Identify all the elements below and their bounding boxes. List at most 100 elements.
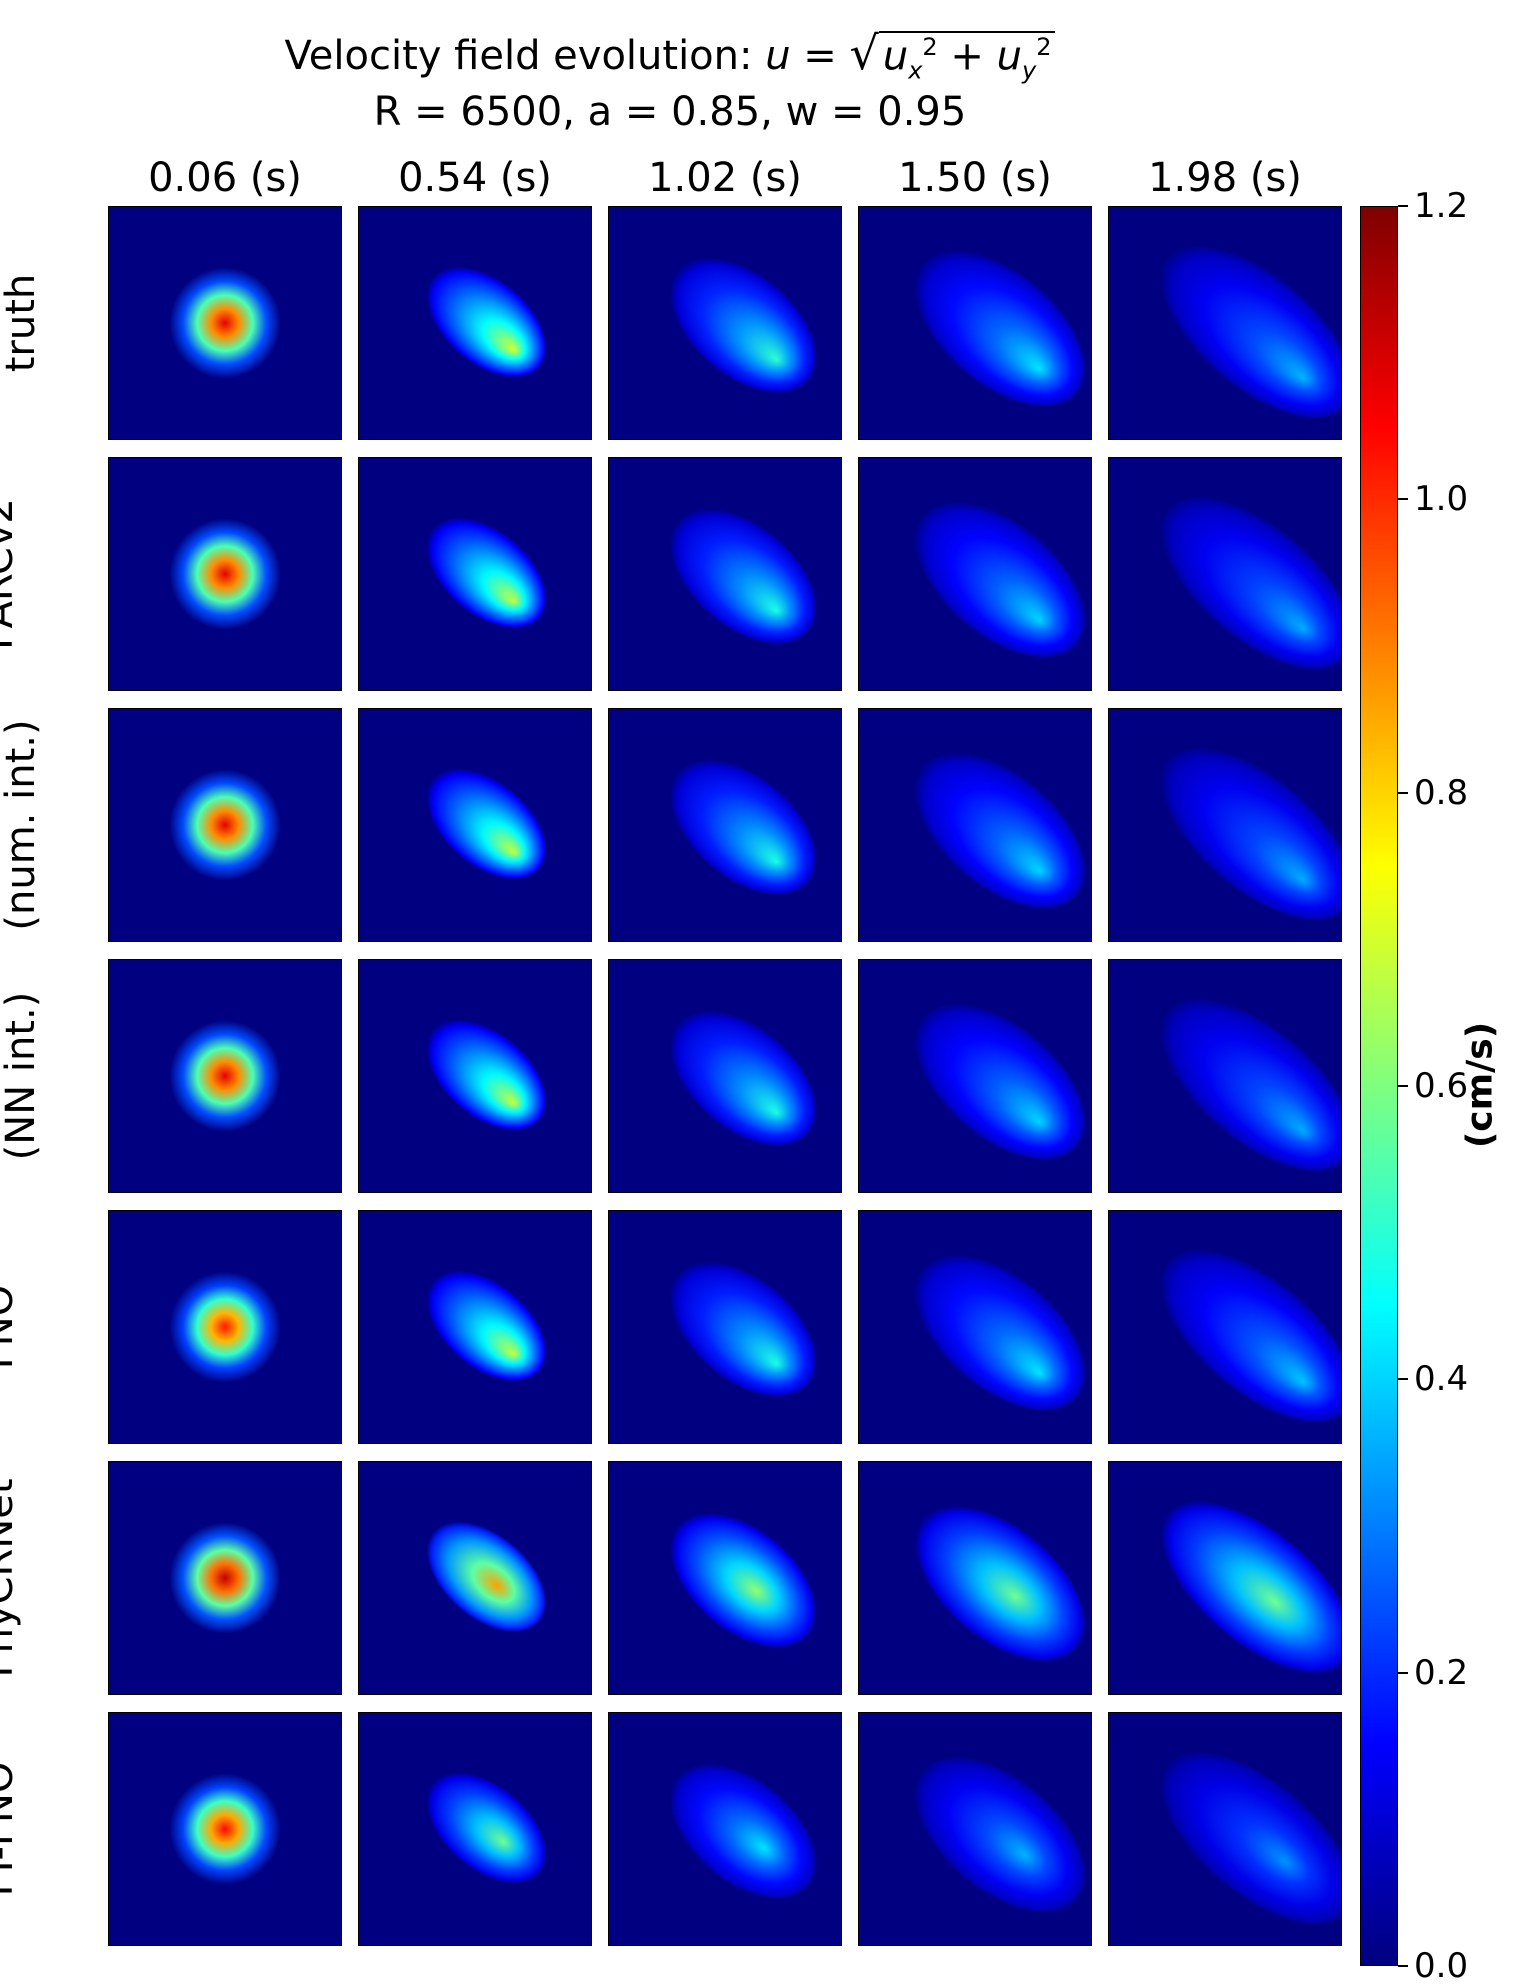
column-header: 1.98 (s) [1148, 155, 1302, 201]
chart-subtitle: R = 6500, a = 0.85, w = 0.95 [373, 89, 967, 135]
velocity-blob [915, 1255, 1086, 1411]
heatmap-panel [1108, 457, 1342, 691]
velocity-blob [1161, 497, 1341, 670]
column-header: 1.02 (s) [648, 155, 802, 201]
row-label: FNO [0, 1284, 22, 1370]
colorbar-tick-label: 0.6 [1414, 1066, 1469, 1106]
heatmap-panel [1108, 959, 1342, 1193]
velocity-blob [169, 1020, 281, 1132]
velocity-blob [169, 267, 281, 379]
velocity-blob [670, 509, 817, 644]
heatmap-panel [608, 1461, 842, 1695]
velocity-blob [1161, 999, 1341, 1172]
heatmap-panel [858, 1210, 1092, 1444]
velocity-blob [1161, 246, 1341, 419]
colorbar-tick [1398, 1671, 1408, 1674]
velocity-blob [1161, 1501, 1341, 1674]
velocity-blob [1161, 1250, 1341, 1423]
velocity-blob [915, 1757, 1086, 1913]
row-label: PARC(NN int.) [0, 991, 44, 1161]
heatmap-panel [1108, 206, 1342, 440]
heatmap-panel [1108, 708, 1342, 942]
column-header: 1.50 (s) [898, 155, 1052, 201]
colorbar-tick-label: 0.2 [1414, 1652, 1469, 1693]
heatmap-panel [1108, 1712, 1342, 1946]
heatmap-panel [108, 206, 342, 440]
title-formula: u = √ ux2 + uy2 [765, 30, 1056, 82]
velocity-blob [169, 518, 281, 630]
heatmap-panel [108, 457, 342, 691]
velocity-blob [670, 1764, 817, 1899]
colorbar-tick-label: 0.4 [1414, 1359, 1469, 1400]
colorbar-tick [1398, 1965, 1408, 1967]
heatmap-panel [858, 457, 1092, 691]
velocity-blob [915, 502, 1086, 658]
heatmap-panel [858, 959, 1092, 1193]
row-label: PI-FNO [0, 1761, 22, 1897]
heatmap-panel [1108, 1461, 1342, 1695]
heatmap-panel [108, 1712, 342, 1946]
velocity-blob [1161, 748, 1341, 921]
heatmap-panel [108, 959, 342, 1193]
velocity-blob [169, 1522, 281, 1634]
heatmap-panel [358, 206, 592, 440]
velocity-blob [670, 1513, 817, 1648]
heatmap-panel [358, 1461, 592, 1695]
colorbar-tick [1398, 205, 1408, 207]
heatmap-panel [358, 708, 592, 942]
heatmap-panel [858, 1461, 1092, 1695]
heatmap-panel [608, 206, 842, 440]
chart-title: Velocity field evolution: u = √ ux2 + uy2 [0, 30, 1340, 82]
heatmap-panel [608, 457, 842, 691]
velocity-blob [426, 768, 547, 879]
velocity-blob [426, 1772, 547, 1883]
velocity-blob [1161, 1752, 1341, 1925]
heatmap-panel [1108, 1210, 1342, 1444]
velocity-blob [670, 258, 817, 393]
colorbar-tick [1398, 791, 1408, 794]
velocity-blob [426, 266, 547, 377]
heatmap-panel [358, 1712, 592, 1946]
velocity-blob [670, 760, 817, 895]
velocity-blob [169, 1773, 281, 1885]
heatmap-panel [608, 708, 842, 942]
heatmap-panel [608, 959, 842, 1193]
velocity-blob [426, 1019, 547, 1130]
row-label: PARC(num. int.) [0, 719, 44, 931]
velocity-blob [169, 769, 281, 881]
velocity-blob [670, 1011, 817, 1146]
row-label: Groundtruth [0, 273, 44, 373]
heatmap-panel [358, 959, 592, 1193]
row-label: PhyCRNet [0, 1478, 22, 1678]
velocity-blob [915, 1506, 1086, 1662]
velocity-blob [670, 1262, 817, 1397]
heatmap-panel [358, 1210, 592, 1444]
colorbar-tick [1398, 498, 1408, 501]
heatmap-panel [858, 708, 1092, 942]
heatmap-panel [108, 708, 342, 942]
heatmap-panel [608, 1210, 842, 1444]
velocity-blob [426, 1270, 547, 1381]
heatmap-panel [858, 206, 1092, 440]
row-label: PARCv2 [0, 498, 22, 650]
heatmap-panel [608, 1712, 842, 1946]
velocity-blob [915, 753, 1086, 909]
column-header: 0.54 (s) [398, 155, 552, 201]
velocity-blob [169, 1271, 281, 1383]
colorbar-tick-label: 1.2 [1414, 186, 1469, 226]
velocity-blob [426, 517, 547, 628]
colorbar-tick [1398, 1378, 1408, 1381]
heatmap-panel [358, 457, 592, 691]
colorbar-label: (cm/s) [1459, 1021, 1501, 1149]
column-header: 0.06 (s) [148, 155, 302, 201]
heatmap-panel [108, 1210, 342, 1444]
heatmap-panel [108, 1461, 342, 1695]
velocity-blob [426, 1521, 547, 1632]
colorbar-tick-label: 0.8 [1414, 772, 1469, 813]
colorbar-tick-label: 1.0 [1414, 479, 1469, 520]
velocity-blob [915, 1004, 1086, 1160]
colorbar-tick-label: 0.0 [1414, 1946, 1469, 1986]
colorbar [1360, 206, 1398, 1966]
heatmap-panel [858, 1712, 1092, 1946]
colorbar-tick [1398, 1085, 1408, 1087]
